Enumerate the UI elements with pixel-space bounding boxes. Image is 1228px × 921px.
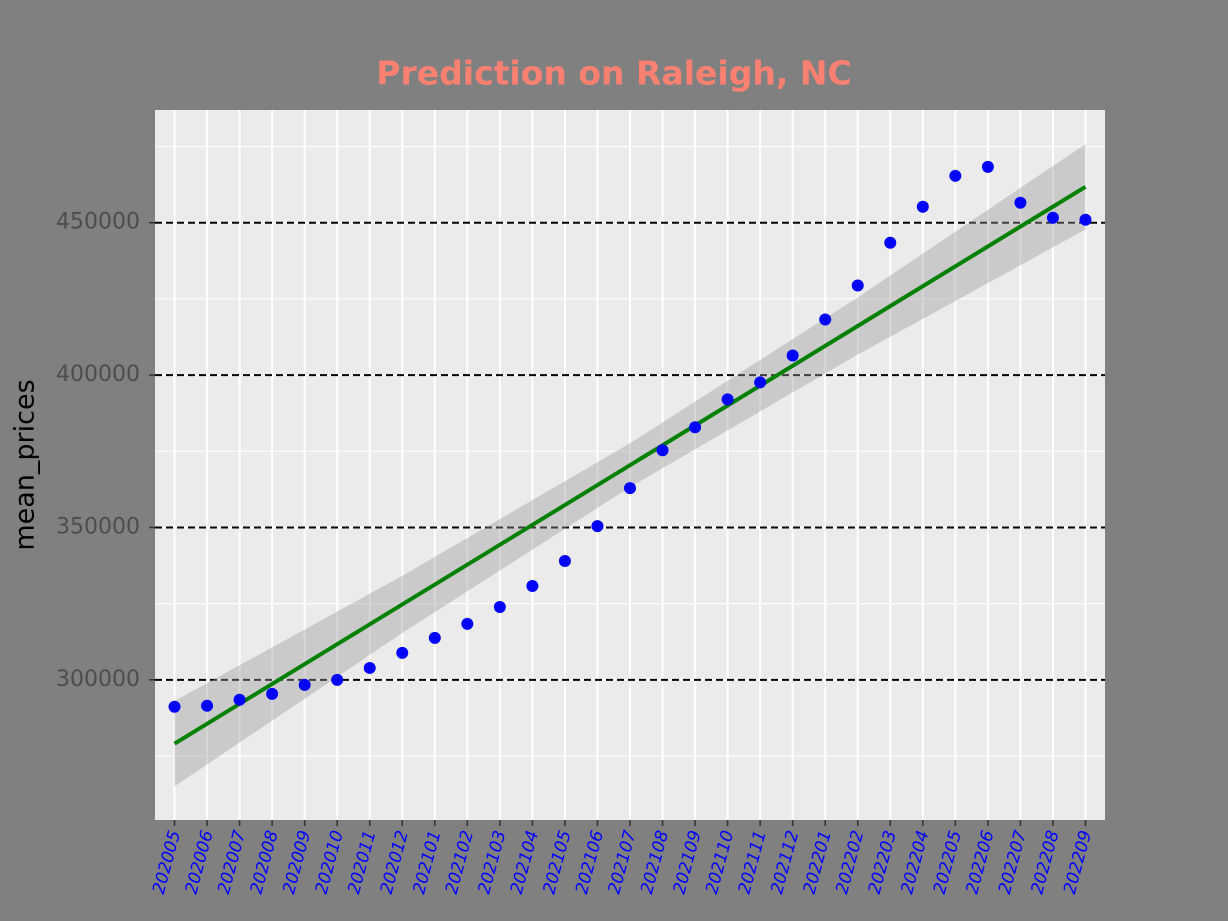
y-tick-label: 300000 bbox=[56, 667, 140, 692]
point bbox=[656, 444, 669, 457]
point bbox=[1046, 211, 1059, 224]
point bbox=[168, 700, 181, 713]
point bbox=[233, 693, 246, 706]
point bbox=[819, 313, 832, 326]
point bbox=[396, 646, 409, 659]
point bbox=[526, 579, 539, 592]
point bbox=[461, 617, 474, 630]
point bbox=[591, 520, 604, 533]
y-tick-label: 400000 bbox=[56, 362, 140, 387]
point bbox=[1014, 196, 1027, 209]
point bbox=[851, 279, 864, 292]
point bbox=[786, 349, 799, 362]
point bbox=[884, 236, 897, 249]
point bbox=[298, 678, 311, 691]
point bbox=[754, 376, 767, 389]
y-tick-label: 350000 bbox=[56, 514, 140, 539]
point bbox=[363, 661, 376, 674]
point bbox=[624, 482, 636, 495]
point bbox=[428, 631, 441, 644]
point bbox=[916, 200, 929, 213]
point bbox=[558, 554, 571, 567]
point bbox=[721, 393, 734, 406]
point bbox=[981, 160, 994, 173]
point bbox=[949, 169, 962, 182]
point bbox=[266, 687, 279, 700]
y-axis-label: mean_prices bbox=[10, 379, 41, 550]
point bbox=[493, 601, 506, 613]
point bbox=[1079, 213, 1092, 226]
point bbox=[689, 421, 702, 434]
y-tick-label: 450000 bbox=[56, 210, 140, 235]
point bbox=[201, 699, 214, 712]
chart-title: Prediction on Raleigh, NC bbox=[376, 54, 851, 93]
point bbox=[331, 673, 344, 686]
fit-line bbox=[173, 185, 1087, 746]
